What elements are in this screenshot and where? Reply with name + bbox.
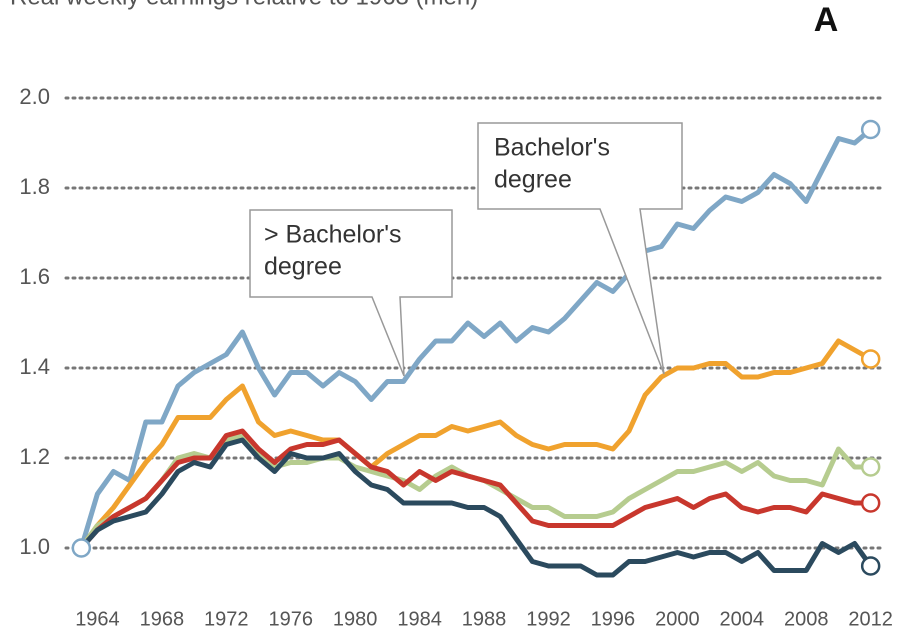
callout-box: [477, 122, 683, 375]
series-line: [79, 338, 872, 550]
end-marker: [860, 119, 881, 140]
x-tick-label: 1996: [591, 608, 636, 630]
series-line: [79, 433, 871, 550]
annotation-text: Bachelor's: [494, 134, 610, 162]
x-tick-label: 1984: [397, 608, 442, 630]
y-tick-label: 1.4: [19, 354, 50, 379]
y-tick-label: 1.8: [19, 174, 50, 199]
series-line: [79, 428, 871, 550]
y-tick-label: 2.0: [19, 84, 50, 109]
end-marker: [860, 349, 881, 369]
panel-label: A: [814, 1, 839, 39]
y-tick-label: 1.6: [19, 264, 50, 289]
callout-box: [249, 209, 453, 377]
series-line: [79, 437, 873, 578]
x-tick-label: 2004: [720, 608, 765, 630]
end-marker: [860, 457, 881, 477]
start-marker: [71, 538, 92, 558]
x-tick-label: 1968: [140, 608, 185, 630]
x-tick-label: 1988: [462, 608, 507, 630]
annotations: > Bachelor's degree Bachelor's degree: [249, 122, 683, 377]
annotation-text: > Bachelor's: [264, 221, 402, 249]
annotation-text: degree: [494, 166, 572, 194]
end-marker: [860, 556, 881, 576]
x-tick-label: 1964: [75, 608, 120, 630]
x-tick-label: 1976: [268, 608, 313, 630]
x-tick-label: 2012: [848, 608, 893, 630]
x-tick-label: 1992: [526, 608, 571, 630]
y-tick-label: 1.2: [19, 444, 50, 469]
x-tick-label: 1980: [333, 608, 378, 630]
chart-title: Real weekly earnings relative to 1963 (m…: [10, 0, 478, 10]
lines: [78, 127, 873, 578]
x-tick-label: 1972: [204, 608, 249, 630]
end-markers: [71, 119, 881, 576]
annotation-text: degree: [264, 253, 342, 281]
end-marker: [860, 493, 881, 513]
grid: [64, 96, 882, 550]
x-tick-label: 2000: [655, 608, 700, 630]
y-tick-label: 1.0: [19, 534, 50, 559]
x-tick-label: 2008: [784, 608, 829, 630]
series-line: [78, 127, 873, 549]
